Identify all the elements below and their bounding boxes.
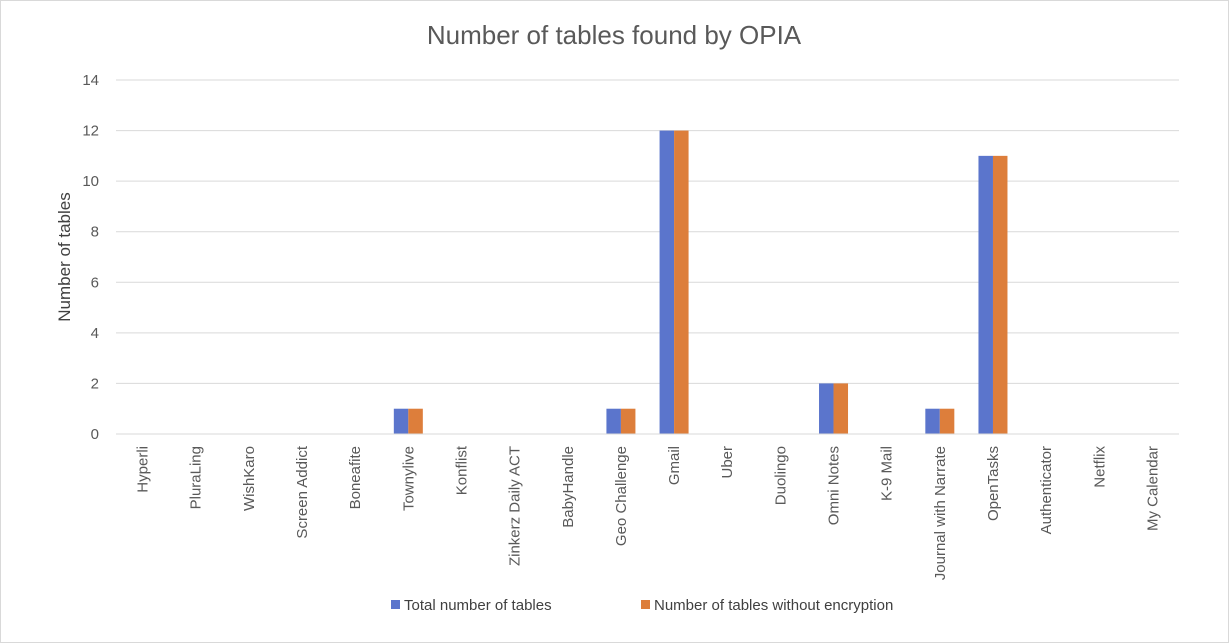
- x-tick-label: K-9 Mail: [879, 446, 896, 501]
- x-tick-label: Authenticator: [1038, 446, 1055, 534]
- x-tick-label: Gmail: [666, 446, 683, 485]
- y-tick-label: 8: [91, 224, 99, 241]
- y-tick-labels: 0 2 4 6 8 10 12 14: [82, 72, 99, 443]
- bar-total: [393, 408, 409, 434]
- x-tick-label: OpenTasks: [985, 446, 1002, 521]
- y-tick-label: 2: [91, 375, 99, 392]
- bar-unencrypted: [674, 130, 689, 435]
- bar-total: [925, 408, 940, 434]
- y-tick-label: 12: [82, 123, 99, 140]
- x-tick-label: Duolingo: [772, 446, 789, 505]
- x-tick-label: Geo Challenge: [613, 446, 630, 546]
- legend-label: Number of tables without encryption: [654, 597, 893, 614]
- bar-unencrypted: [992, 155, 1008, 434]
- x-tick-label: Boneafite: [347, 446, 364, 509]
- gridlines: [116, 79, 1179, 384]
- chart-title: Number of tables found by OPIA: [427, 20, 802, 50]
- bar-total: [606, 408, 621, 434]
- legend-swatch: [391, 600, 400, 609]
- x-tick-label: My Calendar: [1144, 446, 1161, 531]
- x-tick-label: Konflist: [453, 445, 470, 495]
- y-tick-label: 10: [82, 173, 99, 190]
- bar-unencrypted: [620, 408, 636, 434]
- bar-unencrypted: [833, 383, 849, 434]
- bar-unencrypted: [939, 408, 955, 434]
- x-tick-label: Omni Notes: [826, 446, 843, 525]
- y-axis-label: Number of tables: [55, 192, 74, 321]
- bar-total: [819, 383, 834, 434]
- x-tick-label: Journal with Narrate: [932, 446, 949, 580]
- y-tick-label: 14: [82, 72, 99, 89]
- bar-total: [659, 130, 675, 435]
- bar-unencrypted: [408, 408, 423, 434]
- x-tick-label: Screen Addict: [294, 445, 311, 538]
- x-tick-label: Netflix: [1091, 446, 1108, 488]
- y-tick-label: 4: [91, 325, 99, 342]
- bars: [393, 130, 1008, 435]
- x-tick-label: PluraLing: [188, 446, 205, 509]
- x-tick-labels: Hyperli PluraLing WishKaro Screen Addict Bon…: [135, 445, 1162, 580]
- x-tick-label: BabyHandle: [560, 446, 577, 528]
- bar-total: [978, 155, 993, 434]
- x-tick-label: Uber: [719, 446, 736, 479]
- x-tick-label: WishKaro: [241, 446, 258, 511]
- legend-label: Total number of tables: [404, 597, 552, 614]
- legend-swatch: [641, 600, 650, 609]
- y-tick-label: 6: [91, 274, 99, 291]
- x-tick-label: Townylive: [400, 446, 417, 511]
- y-tick-label: 0: [91, 426, 99, 443]
- legend: Total number of tables Number of tables w…: [391, 597, 893, 614]
- x-tick-label: Hyperli: [135, 446, 152, 493]
- x-tick-label: Zinkerz Daily ACT: [507, 446, 524, 566]
